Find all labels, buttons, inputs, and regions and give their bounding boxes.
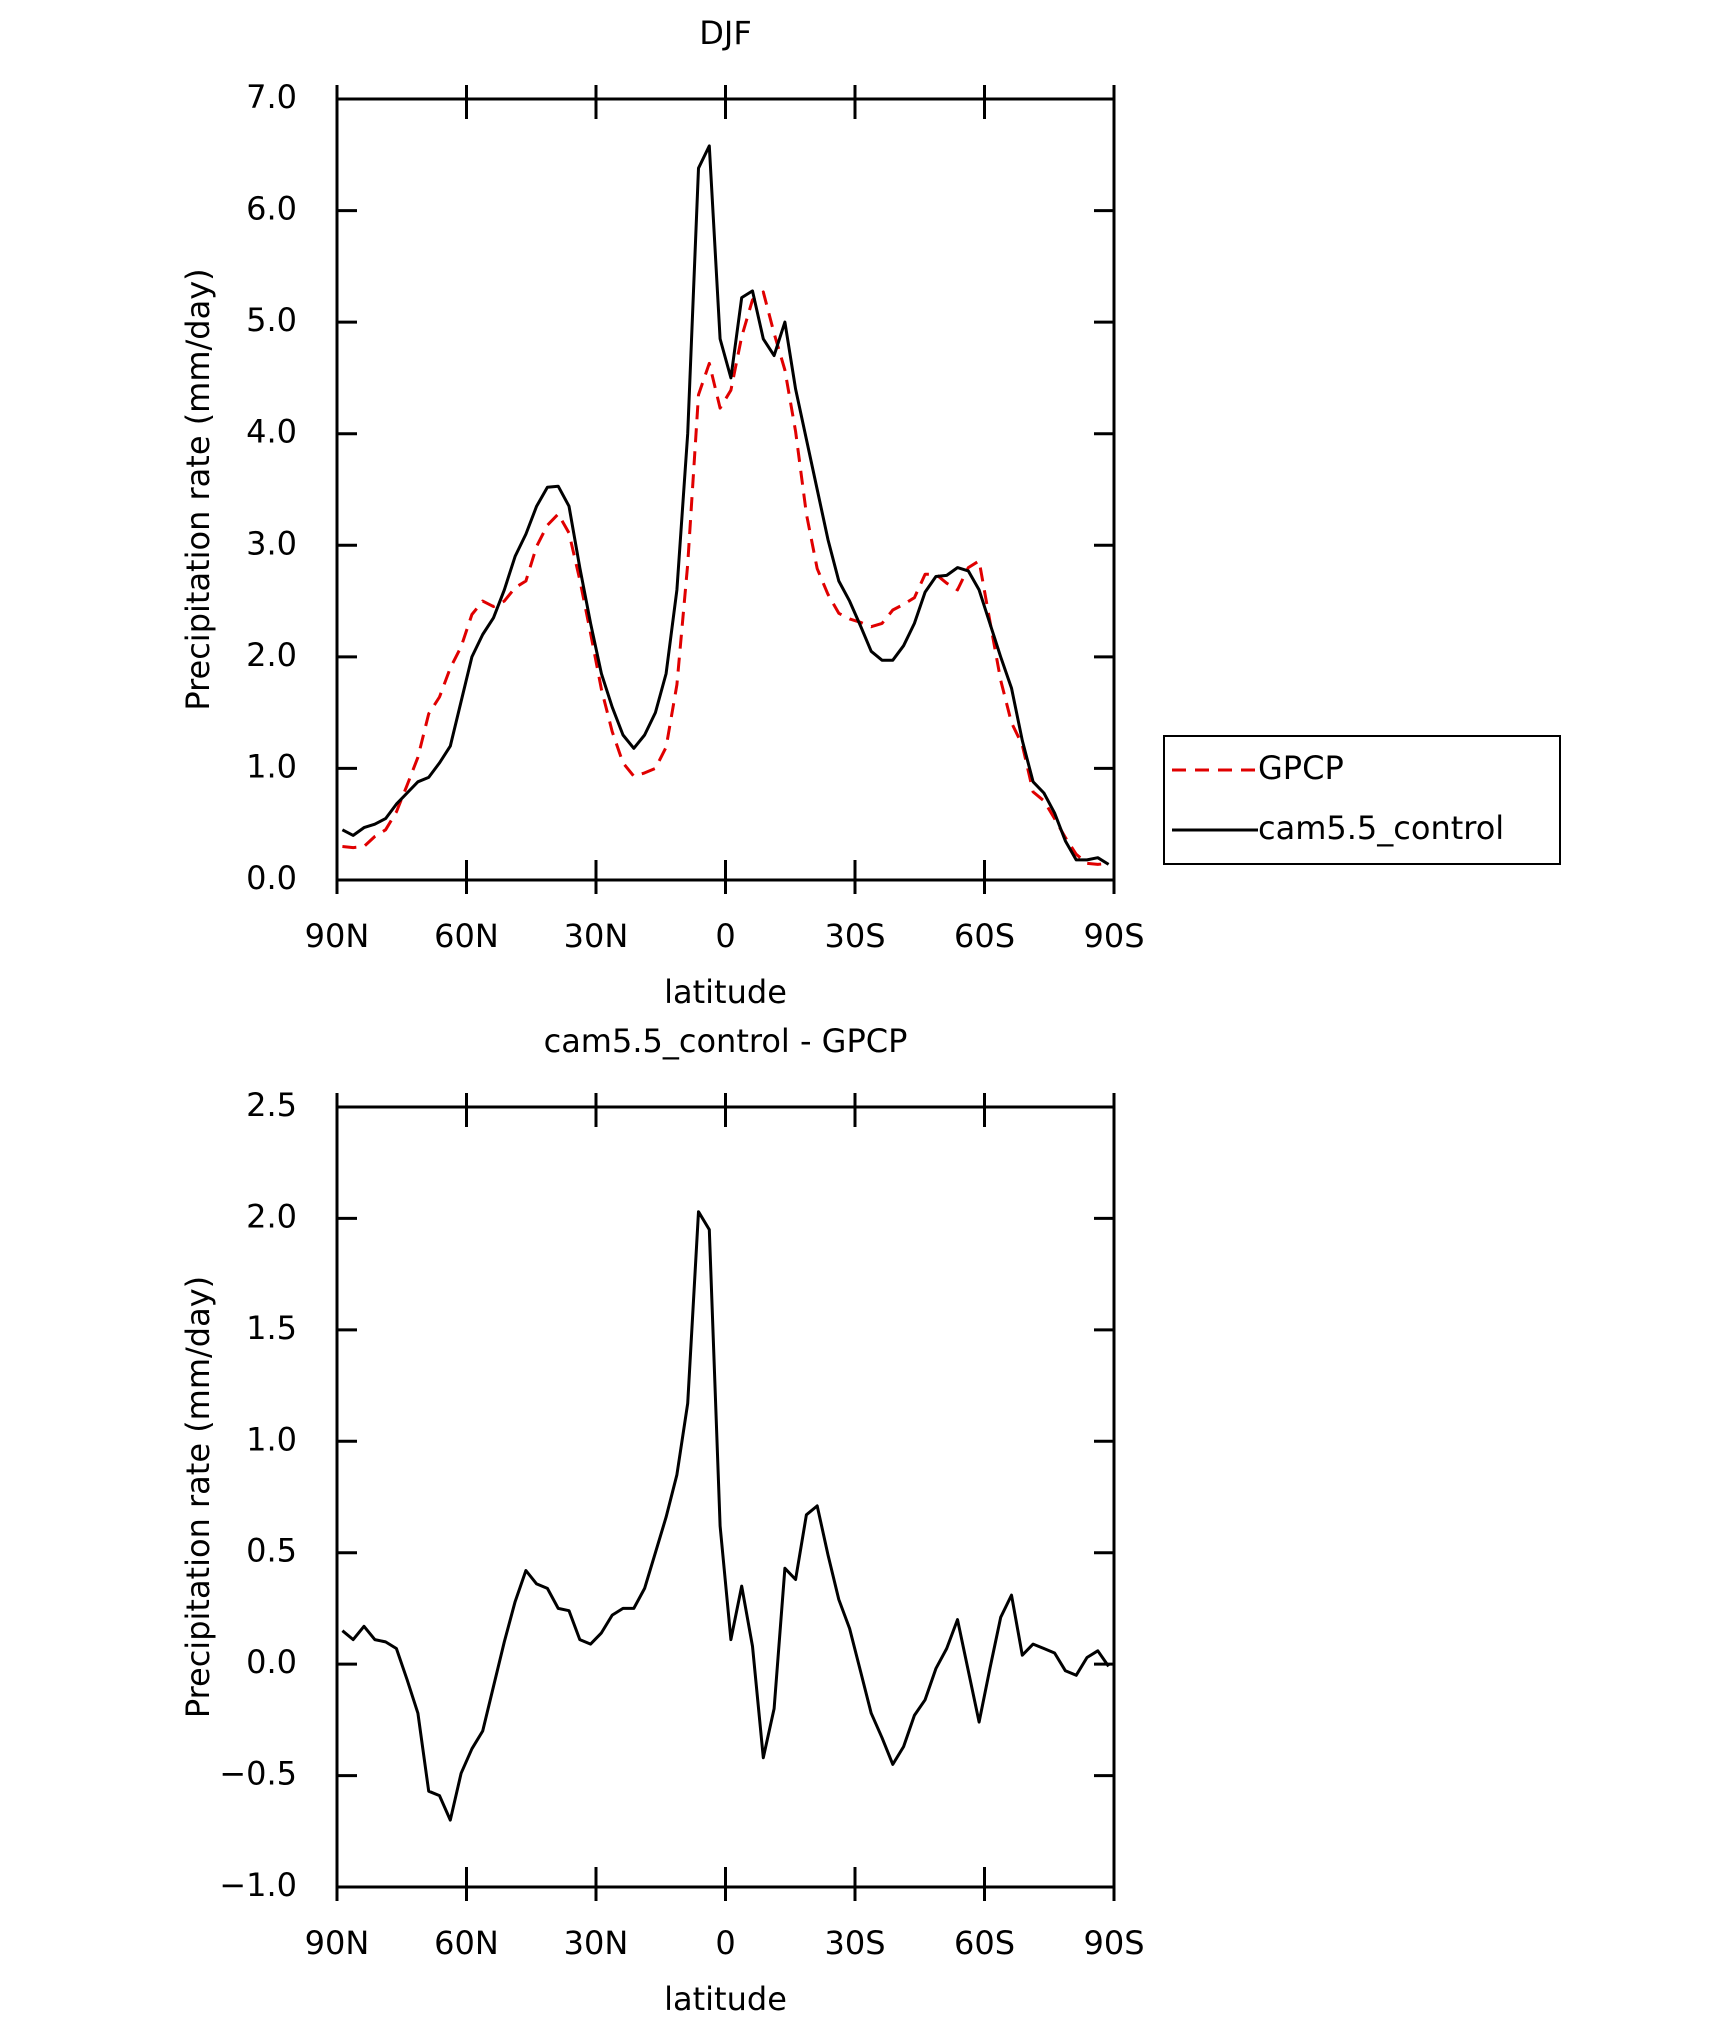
x-axis-label: latitude [664,1980,787,2018]
y-tick-label: 7.0 [246,78,297,116]
y-tick-label: 0.0 [246,1643,297,1681]
y-tick-label: 0.0 [246,859,297,897]
y-tick-label: 1.0 [246,747,297,785]
y-tick-label: 4.0 [246,413,297,451]
x-tick-label: 0 [715,1924,735,1962]
legend-box [1163,735,1561,865]
y-tick-label: 2.0 [246,1197,297,1235]
y-tick-label: 2.0 [246,636,297,674]
chart-title: cam5.5_control - GPCP [544,1022,908,1060]
y-tick-label: 3.0 [246,524,297,562]
y-tick-label: −1.0 [219,1866,297,1904]
x-tick-label: 90N [305,1924,370,1962]
x-tick-label: 30S [824,917,885,955]
y-tick-label: −0.5 [219,1755,297,1793]
x-tick-label: 30N [564,1924,629,1962]
y-tick-label: 1.0 [246,1420,297,1458]
plot-frame [335,97,1116,882]
x-tick-label: 30S [824,1924,885,1962]
x-tick-label: 60S [954,1924,1015,1962]
x-tick-label: 30N [564,917,629,955]
x-tick-label: 60N [434,917,499,955]
x-tick-label: 60N [434,1924,499,1962]
data-line [341,1210,1110,1822]
chart-title: DJF [699,14,751,52]
data-line [342,290,1109,866]
data-line [341,144,1110,866]
y-axis-label: Precipitation rate (mm/day) [179,1276,217,1718]
x-axis-label: latitude [664,973,787,1011]
y-axis-label: Precipitation rate (mm/day) [179,268,217,710]
x-tick-label: 60S [954,917,1015,955]
x-tick-label: 0 [715,917,735,955]
x-tick-label: 90S [1083,917,1144,955]
y-tick-label: 1.5 [246,1309,297,1347]
plot-frame [335,1105,1116,1889]
y-tick-label: 2.5 [246,1086,297,1124]
y-tick-label: 5.0 [246,301,297,339]
y-tick-label: 0.5 [246,1532,297,1570]
legend-label: GPCP [1258,749,1344,787]
y-tick-label: 6.0 [246,190,297,228]
legend-label: cam5.5_control [1258,809,1504,847]
x-tick-label: 90S [1083,1924,1144,1962]
x-tick-label: 90N [305,917,370,955]
